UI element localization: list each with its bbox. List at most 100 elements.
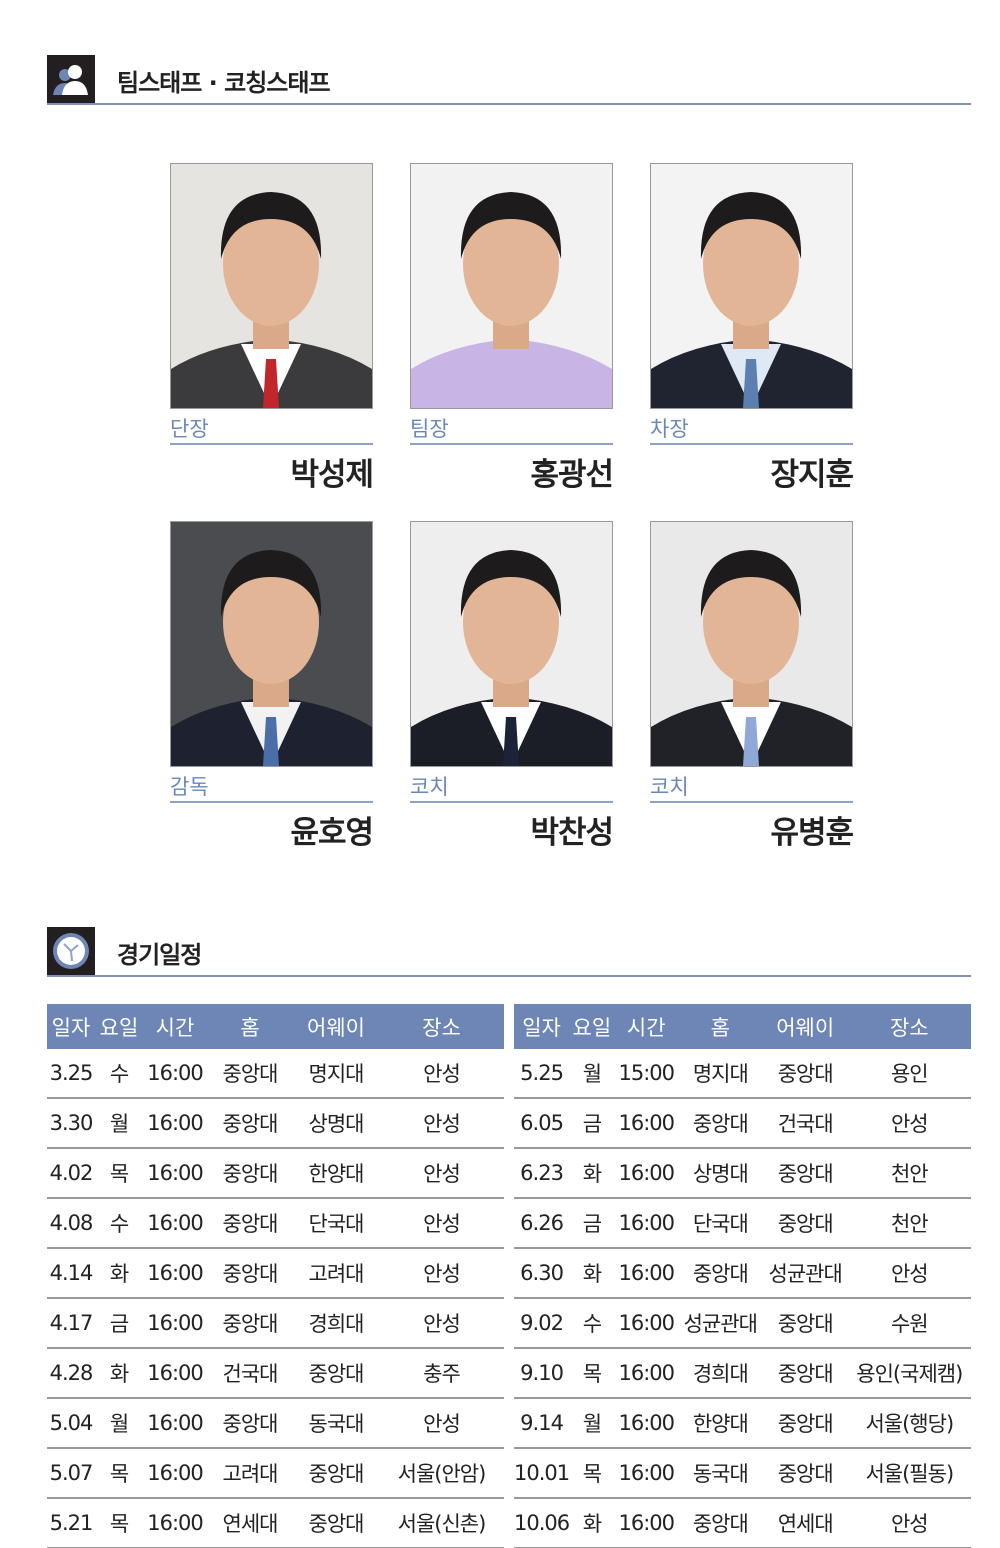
clock-icon (47, 927, 95, 975)
staff-card: 차장 장지훈 (650, 163, 854, 494)
table-row: 6.23 화 16:00 상명대 중앙대 천안 (514, 1148, 971, 1199)
table-cell: 중앙대 (207, 1098, 293, 1149)
staff-photo (410, 521, 613, 767)
table-row: 9.10 목 16:00 경희대 중앙대 용인(국제캠) (514, 1348, 971, 1399)
table-cell: 월 (569, 1049, 615, 1099)
table-cell: 목 (95, 1498, 143, 1548)
table-cell: 3.25 (47, 1049, 95, 1099)
table-cell: 9.10 (514, 1348, 570, 1399)
table-cell: 서울(안암) (379, 1448, 504, 1499)
table-cell: 서울(신촌) (379, 1498, 504, 1548)
table-row: 4.14 화 16:00 중앙대 고려대 안성 (47, 1248, 504, 1299)
table-cell: 16:00 (614, 1298, 678, 1349)
staff-role: 코치 (410, 771, 613, 803)
table-cell: 성균관대 (677, 1298, 763, 1349)
table-cell: 16:00 (614, 1198, 678, 1249)
table-cell: 9.02 (514, 1298, 570, 1349)
section-title: 팀스태프 · 코칭스태프 (117, 69, 331, 97)
table-cell: 16:00 (143, 1098, 207, 1149)
table-cell: 안성 (847, 1498, 971, 1548)
table-cell: 5.21 (47, 1498, 95, 1548)
table-cell: 16:00 (614, 1248, 678, 1299)
table-cell: 경희대 (677, 1348, 763, 1399)
table-cell: 4.14 (47, 1248, 95, 1299)
table-row: 9.14 월 16:00 한양대 중앙대 서울(행당) (514, 1398, 971, 1449)
table-row: 6.26 금 16:00 단국대 중앙대 천안 (514, 1198, 971, 1249)
people-icon (47, 55, 95, 103)
table-cell: 상명대 (677, 1148, 763, 1199)
table-cell: 중앙대 (207, 1198, 293, 1249)
table-cell: 명지대 (293, 1049, 379, 1099)
staff-photo (650, 521, 853, 767)
table-cell: 16:00 (143, 1298, 207, 1349)
staff-role: 단장 (170, 413, 373, 445)
table-cell: 한양대 (677, 1398, 763, 1449)
table-cell: 4.17 (47, 1298, 95, 1349)
staff-card: 코치 박찬성 (410, 521, 614, 852)
table-cell: 중앙대 (762, 1148, 848, 1199)
table-row: 5.07 목 16:00 고려대 중앙대 서울(안암) (47, 1448, 504, 1499)
table-cell: 건국대 (762, 1098, 848, 1149)
table-cell: 안성 (847, 1098, 971, 1149)
table-cell: 성균관대 (762, 1248, 848, 1299)
table-row: 4.02 목 16:00 중앙대 한양대 안성 (47, 1148, 504, 1199)
table-cell: 안성 (379, 1049, 504, 1099)
table-cell: 15:00 (614, 1049, 678, 1099)
table-row: 10.01 목 16:00 동국대 중앙대 서울(필동) (514, 1448, 971, 1499)
table-row: 5.21 목 16:00 연세대 중앙대 서울(신촌) (47, 1498, 504, 1548)
table-cell: 화 (95, 1248, 143, 1299)
table-cell: 6.26 (514, 1198, 570, 1249)
table-cell: 화 (569, 1498, 615, 1548)
table-cell: 월 (95, 1098, 143, 1149)
table-cell: 안성 (379, 1098, 504, 1149)
staff-name: 홍광선 (530, 457, 614, 493)
table-header-row: 일자 요일 시간 홈 어웨이 장소 (514, 1004, 971, 1049)
table-cell: 화 (95, 1348, 143, 1399)
table-cell: 중앙대 (207, 1148, 293, 1199)
table-cell: 16:00 (614, 1148, 678, 1199)
table-cell: 16:00 (614, 1098, 678, 1149)
table-cell: 10.01 (514, 1448, 570, 1499)
table-cell: 16:00 (143, 1248, 207, 1299)
staff-name: 장지훈 (770, 457, 854, 493)
table-cell: 고려대 (293, 1248, 379, 1299)
table-cell: 중앙대 (762, 1298, 848, 1349)
table-cell: 중앙대 (762, 1398, 848, 1449)
table-cell: 중앙대 (207, 1248, 293, 1299)
table-row: 4.28 화 16:00 건국대 중앙대 충주 (47, 1348, 504, 1399)
table-cell: 화 (569, 1248, 615, 1299)
table-cell: 안성 (379, 1248, 504, 1299)
table-cell: 수 (95, 1049, 143, 1099)
table-cell: 4.28 (47, 1348, 95, 1399)
table-row: 4.17 금 16:00 중앙대 경희대 안성 (47, 1298, 504, 1349)
table-cell: 5.25 (514, 1049, 570, 1099)
schedule-section-header: 경기일정 (47, 927, 971, 977)
table-row: 9.02 수 16:00 성균관대 중앙대 수원 (514, 1298, 971, 1349)
table-row: 3.25 수 16:00 중앙대 명지대 안성 (47, 1049, 504, 1099)
column-header: 홈 (207, 1004, 293, 1049)
table-cell: 목 (95, 1448, 143, 1499)
staff-photo (650, 163, 853, 409)
table-row: 6.30 화 16:00 중앙대 성균관대 안성 (514, 1248, 971, 1299)
table-cell: 충주 (379, 1348, 504, 1399)
column-header: 장소 (379, 1004, 504, 1049)
staff-photo (170, 163, 373, 409)
table-cell: 안성 (379, 1198, 504, 1249)
staff-card: 감독 윤호영 (170, 521, 374, 852)
table-cell: 용인 (847, 1049, 971, 1099)
table-cell: 금 (569, 1098, 615, 1149)
column-header: 어웨이 (293, 1004, 379, 1049)
table-cell: 수원 (847, 1298, 971, 1349)
table-cell: 중앙대 (207, 1049, 293, 1099)
table-cell: 명지대 (677, 1049, 763, 1099)
table-header-row: 일자 요일 시간 홈 어웨이 장소 (47, 1004, 504, 1049)
table-cell: 16:00 (614, 1498, 678, 1548)
table-cell: 중앙대 (293, 1498, 379, 1548)
table-cell: 16:00 (143, 1198, 207, 1249)
table-cell: 9.14 (514, 1398, 570, 1449)
table-cell: 고려대 (207, 1448, 293, 1499)
table-cell: 경희대 (293, 1298, 379, 1349)
table-cell: 금 (95, 1298, 143, 1349)
table-cell: 6.30 (514, 1248, 570, 1299)
